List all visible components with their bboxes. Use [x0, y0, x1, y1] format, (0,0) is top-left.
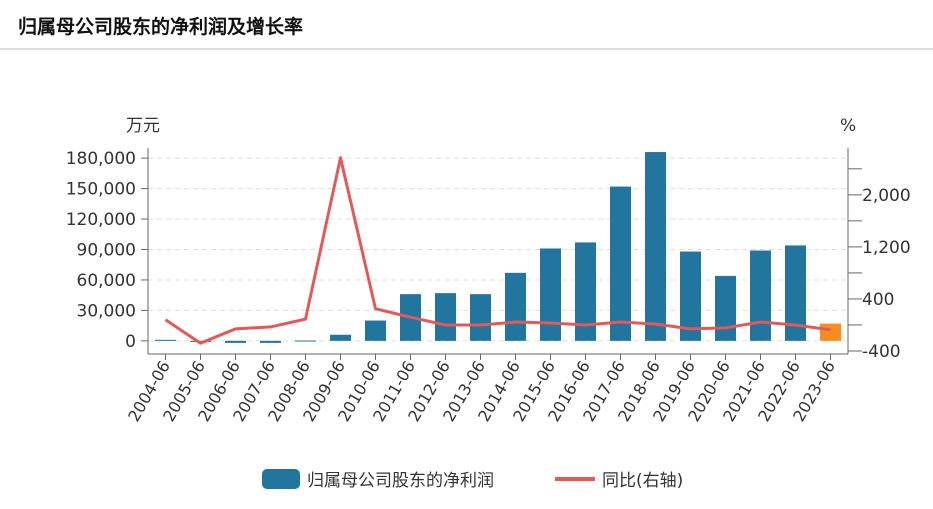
bar-2016-06 — [575, 242, 596, 341]
legend-bar-label[interactable]: 归属母公司股东的净利润 — [307, 471, 494, 491]
chart-header: 归属母公司股东的净利润及增长率 — [0, 0, 933, 50]
bar-2023-06 — [820, 323, 841, 341]
bar-2018-06 — [645, 152, 666, 341]
bar-2021-06 — [750, 250, 771, 341]
left-axis-unit: 万元 — [126, 116, 160, 136]
legend-bar-swatch[interactable] — [262, 469, 300, 489]
bar-2009-06 — [330, 334, 351, 341]
bar-2010-06 — [365, 320, 386, 341]
left-tick-label: 0 — [125, 332, 136, 352]
bar-2022-06 — [785, 245, 806, 341]
right-axis-unit: % — [840, 116, 856, 136]
bar-2007-06 — [260, 340, 281, 343]
bar-2017-06 — [610, 186, 631, 341]
left-tick-label: 150,000 — [66, 180, 136, 200]
legend-line-label[interactable]: 同比(右轴) — [602, 471, 683, 491]
left-tick-label: 90,000 — [77, 241, 136, 261]
bar-2013-06 — [470, 294, 491, 341]
right-tick-label: 1,200 — [862, 238, 911, 258]
left-tick-label: 120,000 — [66, 210, 136, 230]
left-tick-label: 60,000 — [77, 271, 136, 291]
legend-line-swatch[interactable] — [555, 477, 595, 481]
legend: 归属母公司股东的净利润 同比(右轴) — [262, 469, 683, 491]
bar-2004-06 — [155, 339, 176, 341]
bar-2015-06 — [540, 248, 561, 341]
bar-2014-06 — [505, 272, 526, 341]
right-tick-label: -400 — [862, 342, 901, 362]
bar-2020-06 — [715, 275, 736, 341]
right-tick-label: 400 — [862, 290, 894, 310]
bar-2019-06 — [680, 251, 701, 341]
bar-2005-06 — [190, 340, 211, 342]
left-tick-label: 180,000 — [66, 149, 136, 169]
chart-title: 归属母公司股东的净利润及增长率 — [18, 16, 304, 38]
bar-2012-06 — [435, 293, 456, 341]
right-tick-label: 2,000 — [862, 186, 911, 206]
bar-2006-06 — [225, 340, 246, 343]
growth-line — [164, 156, 831, 345]
left-tick-label: 30,000 — [77, 301, 136, 321]
bar-2008-06 — [295, 340, 316, 342]
